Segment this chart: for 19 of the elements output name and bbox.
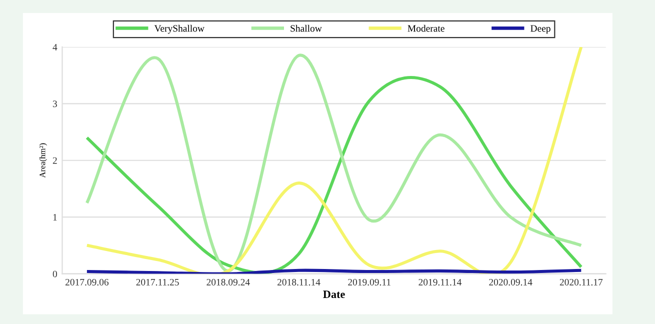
x-tick-label: 2020.11.17 [560, 278, 603, 286]
x-tick-label: 2017.09.06 [65, 278, 109, 286]
y-tick-label: 2 [52, 157, 57, 164]
x-tick-label: 2018.09.24 [206, 278, 250, 286]
x-tick-label: 2019.11.14 [418, 278, 462, 286]
y-tick-label: 3 [52, 100, 57, 108]
y-tick-label: 1 [53, 214, 57, 220]
y-tick-label: 4 [52, 44, 58, 50]
x-axis-title: Date [323, 290, 345, 298]
x-tick-label: 2017.11.25 [136, 278, 179, 286]
x-tick-label: 2018.11.14 [277, 278, 320, 286]
x-tick-label: 2020.09.14 [489, 278, 532, 286]
y-axis-title: Area(hm²) [39, 143, 47, 178]
legend-label: Deep [530, 25, 550, 34]
y-tick-label: 0 [52, 270, 57, 278]
legend-label: Moderate [408, 24, 444, 32]
legend-label: VeryShallow [154, 24, 204, 34]
legend-label: Shallow [290, 24, 322, 32]
x-tick-label: 2019.09.11 [348, 278, 390, 286]
